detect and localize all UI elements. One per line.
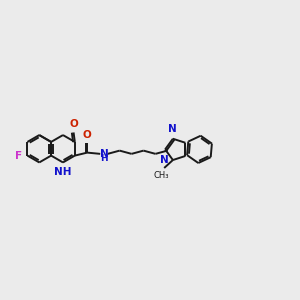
- Text: N: N: [160, 155, 168, 165]
- Text: NH: NH: [54, 167, 72, 177]
- Text: O: O: [83, 130, 92, 140]
- Text: CH₃: CH₃: [153, 171, 169, 180]
- Text: N: N: [100, 149, 108, 159]
- Text: N: N: [168, 124, 177, 134]
- Text: F: F: [15, 151, 22, 160]
- Text: H: H: [100, 154, 108, 163]
- Text: O: O: [69, 119, 78, 129]
